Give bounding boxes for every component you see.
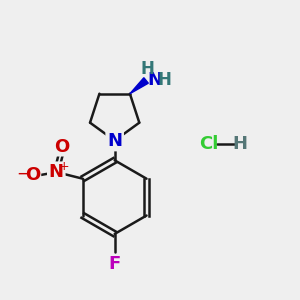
Polygon shape bbox=[130, 78, 148, 94]
Text: O: O bbox=[25, 166, 40, 184]
Text: F: F bbox=[109, 255, 121, 273]
Text: −: − bbox=[16, 165, 30, 183]
Text: H: H bbox=[140, 60, 154, 78]
Text: Cl: Cl bbox=[199, 135, 219, 153]
Text: N: N bbox=[49, 163, 64, 181]
Text: H: H bbox=[158, 71, 171, 89]
Text: O: O bbox=[54, 138, 69, 156]
Text: N: N bbox=[147, 71, 162, 89]
Text: H: H bbox=[232, 135, 247, 153]
Text: N: N bbox=[107, 132, 122, 150]
Text: +: + bbox=[59, 160, 70, 173]
Text: N: N bbox=[107, 132, 122, 150]
